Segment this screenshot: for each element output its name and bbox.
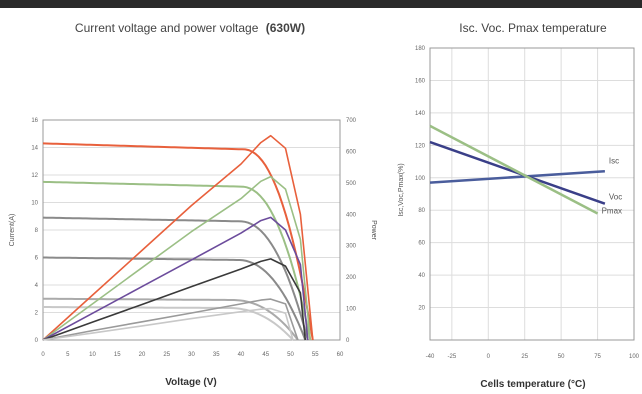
series-label-voc: Voc — [609, 193, 622, 202]
chart1-ytick: 8 — [35, 228, 39, 234]
chart1-ytick: 14 — [31, 146, 38, 152]
chart1-ytick: 16 — [31, 118, 38, 124]
chart1-y2label: Power — [370, 220, 377, 241]
chart1-xlabel: Voltage (V) — [165, 377, 216, 388]
power-curve — [42, 258, 307, 341]
chart2-ylabel: Isc,Voc,Pmax(%) — [398, 163, 405, 216]
chart2-ytick: 20 — [418, 306, 425, 312]
chart1-frame — [42, 119, 341, 341]
chart2-ytick: 100 — [415, 176, 426, 182]
chart1-xtick: 55 — [312, 352, 319, 358]
series-label-isc: Isc — [609, 156, 619, 165]
series-line-pmax — [429, 124, 599, 215]
iv-curve — [42, 180, 312, 341]
chart1-ytick: 4 — [35, 283, 39, 289]
series-line-isc — [429, 170, 605, 184]
chart1-ytick: 2 — [35, 311, 39, 317]
chart2-ytick: 160 — [415, 78, 426, 84]
chart1-y2tick: 600 — [346, 149, 357, 155]
chart1-y2tick: 0 — [346, 338, 350, 344]
chart1-title-bold: (630W) — [266, 21, 305, 35]
iv-curve — [43, 306, 294, 341]
chart1-y2tick: 100 — [346, 307, 357, 313]
chart2-ytick: 40 — [418, 273, 425, 279]
power-curve — [42, 298, 299, 341]
iv-curve — [42, 142, 314, 341]
chart2-xtick: 50 — [558, 354, 565, 360]
chart2-ytick: 120 — [415, 143, 426, 149]
iv-curve — [43, 256, 307, 341]
chart2-frame — [429, 47, 635, 341]
chart2-title: Isc. Voc. Pmax temperature — [459, 21, 607, 35]
chart1-title: Current voltage and power voltage (630W) — [75, 21, 305, 35]
chart2-xtick: 100 — [629, 354, 640, 360]
chart2-ytick: 80 — [418, 208, 425, 214]
chart1-xtick: 45 — [262, 352, 269, 358]
chart1-ytick: 6 — [35, 256, 39, 262]
chart1-xtick: 30 — [188, 352, 195, 358]
chart2-xtick: 0 — [487, 354, 491, 360]
chart1-xtick: 40 — [238, 352, 245, 358]
chart1-y2tick: 400 — [346, 212, 357, 218]
chart2-xlabel: Cells temperature (°C) — [480, 379, 585, 390]
chart2-xtick: -40 — [426, 354, 435, 360]
chart2-ytick: 140 — [415, 111, 426, 117]
chart2-xtick: 75 — [594, 354, 601, 360]
chart1-xtick: 15 — [114, 352, 121, 358]
chart2-xtick: 25 — [521, 354, 528, 360]
power-curve — [42, 134, 314, 341]
chart1-ytick: 12 — [31, 173, 38, 179]
chart1-xtick: 0 — [41, 352, 45, 358]
chart1-xtick: 5 — [66, 352, 70, 358]
chart1-xtick: 20 — [139, 352, 146, 358]
chart1-xtick: 60 — [337, 352, 344, 358]
chart2-ytick: 180 — [415, 46, 426, 52]
chart1-y2tick: 700 — [346, 118, 357, 124]
chart1-ytick: 10 — [31, 201, 38, 207]
chart1-title-text: Current voltage and power voltage — [75, 21, 259, 35]
power-curve — [42, 307, 294, 341]
chart1-xtick: 50 — [287, 352, 294, 358]
chart1-y2tick: 200 — [346, 275, 357, 281]
power-curve — [42, 175, 312, 341]
chart1-xtick: 35 — [213, 352, 220, 358]
iv-curve — [43, 297, 299, 341]
chart2-xtick: -25 — [448, 354, 457, 360]
chart1-y2tick: 300 — [346, 244, 357, 250]
series-label-pmax: Pmax — [602, 206, 622, 215]
chart1-xtick: 25 — [163, 352, 170, 358]
chart2-ytick: 60 — [418, 241, 425, 247]
chart1-y2tick: 500 — [346, 181, 357, 187]
power-curve — [42, 216, 309, 341]
chart1-xtick: 10 — [89, 352, 96, 358]
top-bar — [0, 0, 642, 8]
chart1-ytick: 0 — [35, 338, 39, 344]
chart1-ylabel: Current(A) — [9, 214, 16, 247]
